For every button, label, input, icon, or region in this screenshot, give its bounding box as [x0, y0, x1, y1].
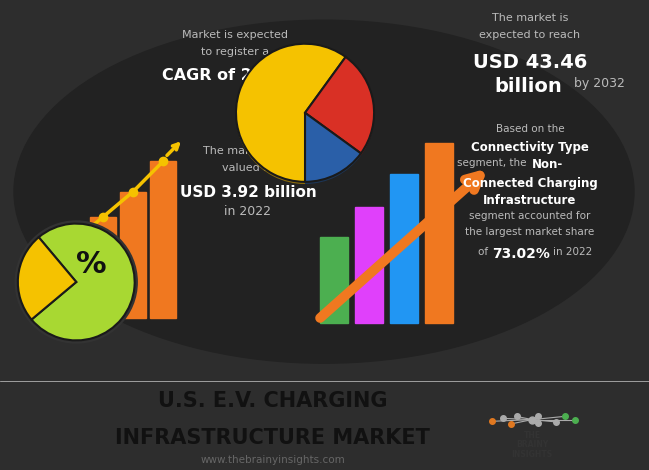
- Wedge shape: [32, 224, 134, 340]
- Text: Non-: Non-: [532, 158, 563, 172]
- Text: Connected Charging: Connected Charging: [463, 177, 597, 189]
- Text: CAGR of 27.20%: CAGR of 27.20%: [162, 68, 308, 83]
- Text: the largest market share: the largest market share: [465, 227, 594, 237]
- Text: billion: billion: [494, 77, 562, 96]
- Text: segment accounted for: segment accounted for: [469, 211, 591, 221]
- Bar: [90, 217, 116, 318]
- Text: 73.02%: 73.02%: [492, 247, 550, 261]
- Wedge shape: [305, 57, 374, 153]
- Text: www.thebrainyinsights.com: www.thebrainyinsights.com: [200, 455, 345, 465]
- Wedge shape: [236, 46, 346, 184]
- Text: valued at: valued at: [222, 164, 275, 173]
- Text: in 2022: in 2022: [553, 247, 593, 257]
- Text: INFRASTRUCTURE MARKET: INFRASTRUCTURE MARKET: [115, 428, 430, 448]
- Wedge shape: [236, 44, 346, 182]
- Bar: [150, 161, 176, 318]
- Text: U.S. E.V. CHARGING: U.S. E.V. CHARGING: [158, 391, 387, 411]
- Text: Market is expected: Market is expected: [182, 30, 288, 40]
- Wedge shape: [305, 113, 361, 182]
- Bar: [120, 192, 146, 318]
- Wedge shape: [18, 237, 77, 320]
- Text: USD 3.92 billion: USD 3.92 billion: [180, 185, 316, 200]
- Text: The market was: The market was: [203, 146, 293, 157]
- Bar: [390, 173, 418, 323]
- Text: in 2022: in 2022: [225, 205, 271, 218]
- Wedge shape: [305, 115, 361, 184]
- Bar: [320, 237, 348, 323]
- Text: %: %: [75, 250, 106, 279]
- Text: USD 43.46: USD 43.46: [473, 54, 587, 72]
- Text: THE
BRAINY
INSIGHTS: THE BRAINY INSIGHTS: [511, 431, 553, 459]
- Text: segment, the: segment, the: [458, 158, 530, 168]
- Bar: [60, 242, 86, 318]
- Bar: [425, 143, 453, 323]
- FancyBboxPatch shape: [55, 282, 117, 323]
- Text: expected to reach: expected to reach: [480, 30, 581, 40]
- Wedge shape: [305, 59, 374, 156]
- Text: Connectivity Type: Connectivity Type: [471, 141, 589, 154]
- Bar: [30, 262, 56, 318]
- Text: to register a: to register a: [201, 47, 269, 57]
- Text: The market is: The market is: [492, 13, 568, 23]
- Text: of: of: [478, 247, 491, 257]
- Text: Infrastructure: Infrastructure: [484, 194, 577, 207]
- Text: Based on the: Based on the: [496, 124, 565, 134]
- Bar: [355, 207, 383, 323]
- Text: by 2032: by 2032: [574, 77, 625, 90]
- Ellipse shape: [14, 20, 634, 363]
